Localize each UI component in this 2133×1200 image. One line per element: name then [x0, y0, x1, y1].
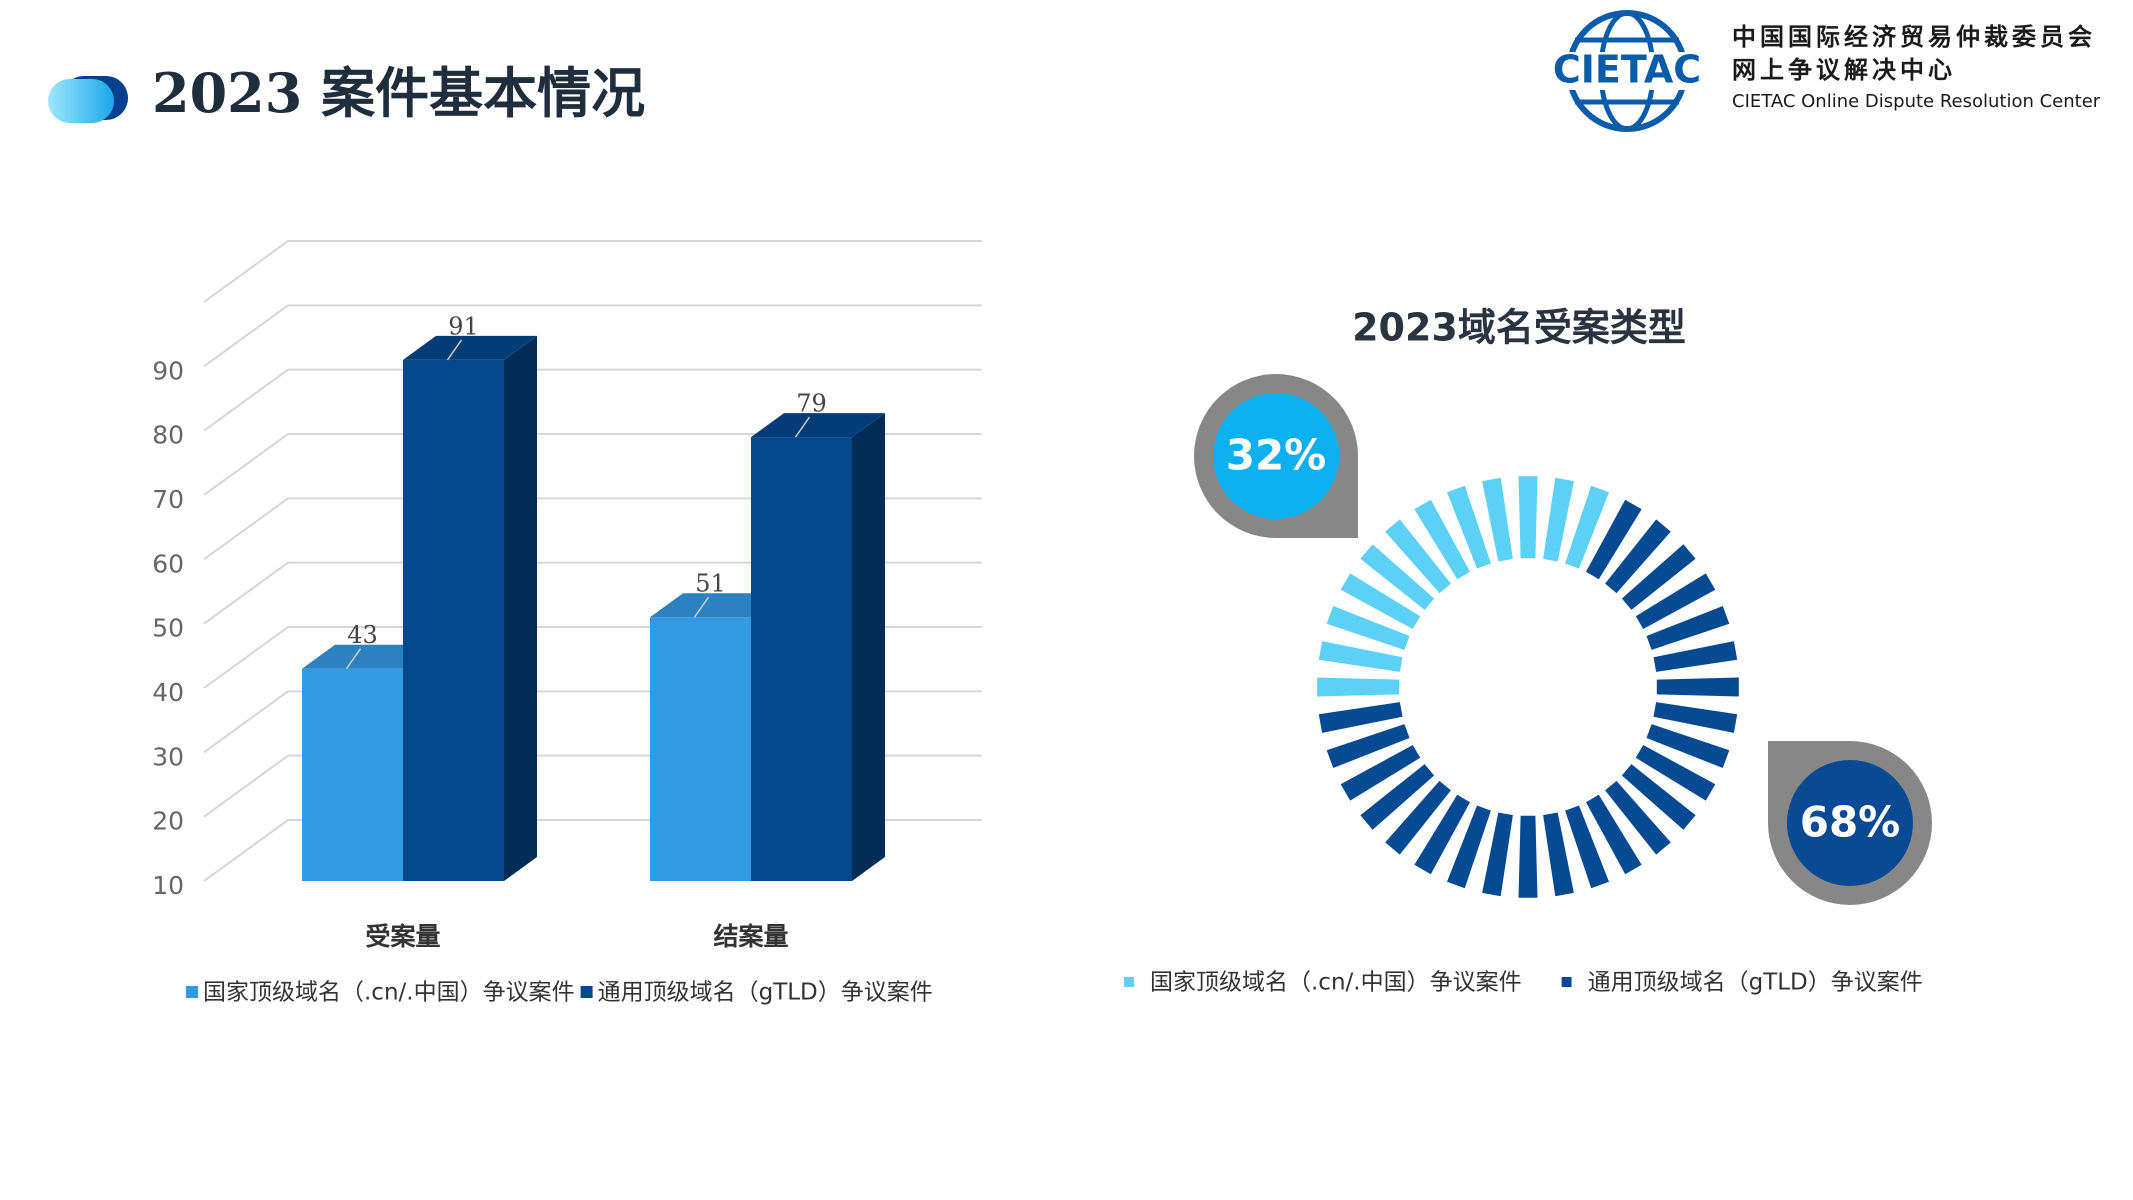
legend-label: 国家顶级域名（.cn/.中国）争议案件: [203, 980, 575, 1006]
bar-top: [403, 335, 537, 360]
page-title: 2023 案件基本情况: [152, 61, 645, 125]
x-tick-label: 结案量: [713, 922, 788, 951]
y-tick-label: 90: [152, 356, 184, 385]
donut-segments: [1317, 476, 1609, 697]
callout-circle: [1213, 393, 1339, 519]
label-leader: [446, 339, 463, 361]
grid-line: [203, 368, 982, 432]
bar: [650, 617, 751, 881]
data-label: 68%: [1800, 798, 1901, 847]
title-icon-front: [48, 79, 114, 123]
legend-swatch: [580, 986, 593, 998]
bar: [751, 437, 852, 881]
bar-side: [852, 413, 885, 881]
y-tick-label: 60: [152, 549, 184, 578]
y-tick-label: 30: [152, 742, 184, 771]
data-label: 91: [448, 312, 479, 340]
data-label: 32%: [1226, 431, 1327, 480]
grid-line: [203, 561, 982, 625]
data-label: 79: [796, 390, 827, 418]
y-tick-label: 40: [152, 678, 184, 707]
bar-top: [302, 644, 436, 669]
callout-circle: [1787, 760, 1913, 886]
grid-line: [203, 240, 982, 303]
legend-swatch: [1561, 977, 1572, 987]
grid-line: [203, 497, 982, 561]
y-tick-label: 70: [152, 485, 184, 514]
label-leader: [794, 416, 811, 438]
logo-name-en: CIETAC Online Dispute Resolution Center: [1732, 91, 2101, 112]
data-label: 51: [695, 570, 726, 598]
chart-title: 2023域名受案类型: [1352, 306, 1686, 350]
bar: [302, 668, 403, 881]
grid-line: [203, 304, 982, 368]
logo-band: [1556, 52, 1698, 90]
grid-line: [203, 433, 982, 496]
logo-abbr: CIETAC: [1553, 48, 1701, 92]
label-leader: [693, 596, 710, 618]
donut-segments: [1318, 499, 1739, 898]
x-tick-label: 受案量: [365, 922, 440, 951]
bar: [403, 359, 504, 881]
logo-name: 中国国际经济贸易仲裁委员会: [1732, 23, 2096, 51]
y-tick-label: 20: [152, 807, 184, 836]
legend-swatch: [186, 986, 198, 998]
logo-name: 网上争议解决中心: [1732, 56, 1956, 84]
y-tick-label: 50: [152, 614, 184, 643]
legend-swatch: [1124, 977, 1134, 987]
label-leader: [345, 648, 362, 670]
bar-side: [504, 335, 537, 881]
y-tick-label: 10: [152, 871, 184, 900]
bar-top: [650, 593, 784, 618]
legend-label: 通用顶级域名（gTLD）争议案件: [1588, 970, 1923, 996]
bar-top: [751, 413, 885, 438]
logo: CIETAC 中国国际经济贸易仲裁委员会 网上争议解决中心 CIETAC Onl…: [1553, 10, 2101, 132]
y-tick-label: 80: [152, 421, 184, 450]
legend-label: 通用顶级域名（gTLD）争议案件: [598, 980, 933, 1006]
data-label: 43: [347, 621, 378, 649]
legend-label: 国家顶级域名（.cn/.中国）争议案件: [1150, 970, 1522, 996]
